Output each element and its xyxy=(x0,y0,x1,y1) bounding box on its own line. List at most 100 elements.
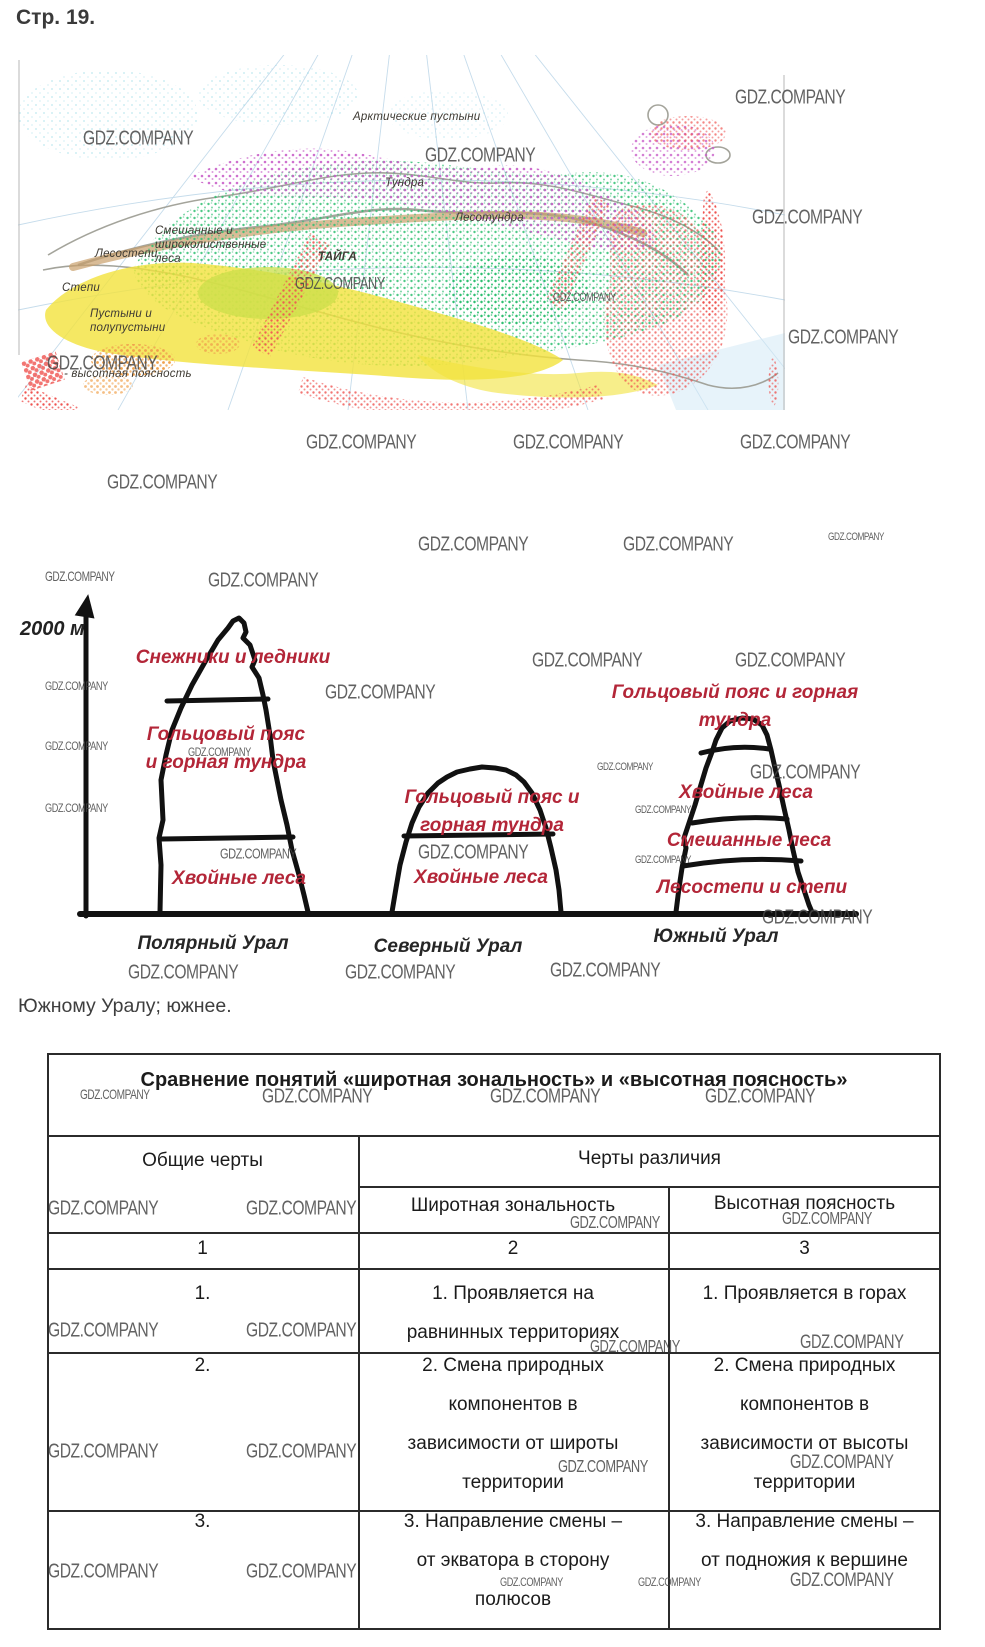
watermark: GDZ.COMPANY xyxy=(597,760,653,773)
watermark: GDZ.COMPANY xyxy=(782,1208,872,1228)
watermark: GDZ.COMPANY xyxy=(752,205,863,229)
map-drawing xyxy=(18,55,785,410)
column-number-1: 1 xyxy=(197,1238,208,1259)
table-border xyxy=(47,1510,941,1512)
mountain-name-polar: Полярный Урал xyxy=(137,933,289,954)
watermark: GDZ.COMPANY xyxy=(490,1084,601,1108)
table-border xyxy=(358,1186,941,1188)
cell-r2-alt: 2. Смена природных компонентов в зависим… xyxy=(700,1355,909,1493)
table-title: Сравнение понятий «широтная зональность»… xyxy=(140,1069,848,1091)
zone-label-steppe-south: Лесостепи и степи xyxy=(656,877,848,898)
cell-r1-lat: 1. Проявляется на равнинных территориях xyxy=(406,1283,620,1343)
watermark: GDZ.COMPANY xyxy=(208,568,319,592)
table-border xyxy=(47,1135,941,1137)
watermark: GDZ.COMPANY xyxy=(246,1196,357,1220)
watermark: GDZ.COMPANY xyxy=(345,960,456,984)
zone-label-golets-south: Гольцовый пояс и горная тундра xyxy=(611,682,859,731)
watermark: GDZ.COMPANY xyxy=(48,1559,159,1583)
cell-r3-alt: 3. Направление смены – от подножия к вер… xyxy=(695,1511,914,1571)
watermark: GDZ.COMPANY xyxy=(800,1332,904,1353)
table-border xyxy=(47,1352,941,1354)
watermark: GDZ.COMPANY xyxy=(705,1084,816,1108)
zone-label-mixed-south: Смешанные леса xyxy=(666,830,832,851)
header-common: Общие черты xyxy=(142,1150,263,1171)
table-border xyxy=(47,1232,941,1234)
cell-r2-common: 2. xyxy=(194,1355,211,1376)
cell-r1-alt: 1. Проявляется в горах xyxy=(702,1283,907,1304)
zone-label-conifer-south: Хвойные леса xyxy=(679,782,813,803)
answer-caption: Южному Уралу; южнее. xyxy=(18,995,232,1017)
watermark: GDZ.COMPANY xyxy=(570,1212,660,1232)
watermark: GDZ.COMPANY xyxy=(262,1084,373,1108)
cell-r2-lat: 2. Смена природных компонентов в зависим… xyxy=(407,1355,619,1493)
watermark: GDZ.COMPANY xyxy=(295,273,385,293)
watermark: GDZ.COMPANY xyxy=(790,1570,894,1591)
watermark: GDZ.COMPANY xyxy=(590,1336,680,1356)
map-zone-label-arctic: Арктические пустыни xyxy=(353,111,481,123)
watermark: GDZ.COMPANY xyxy=(558,1456,648,1476)
watermark: GDZ.COMPANY xyxy=(762,905,873,929)
watermark: GDZ.COMPANY xyxy=(740,430,851,454)
watermark: GDZ.COMPANY xyxy=(788,325,899,349)
watermark: GDZ.COMPANY xyxy=(828,530,884,543)
map-zone-label-forest-tundra: Лесотундра xyxy=(455,212,524,224)
watermark: GDZ.COMPANY xyxy=(45,740,108,754)
zone-label-golets-north: Гольцовый пояс и горная тундра xyxy=(404,787,580,836)
axis-label-2000m: 2000 м xyxy=(20,618,85,640)
comparison-table: Сравнение понятий «широтная зональность»… xyxy=(47,1053,941,1630)
watermark: GDZ.COMPANY xyxy=(246,1559,357,1583)
watermark: GDZ.COMPANY xyxy=(80,1088,150,1103)
table-border xyxy=(939,1053,941,1630)
watermark: GDZ.COMPANY xyxy=(45,680,108,694)
watermark: GDZ.COMPANY xyxy=(83,126,194,150)
watermark: GDZ.COMPANY xyxy=(635,803,691,816)
map-legend-altitudinal: - высотная поясность xyxy=(64,368,192,380)
map-zone-label-taiga: ТАЙГА xyxy=(318,251,357,263)
page-title: Стр. 19. xyxy=(16,6,96,29)
watermark: GDZ.COMPANY xyxy=(550,958,661,982)
watermark: GDZ.COMPANY xyxy=(623,532,734,556)
watermark: GDZ.COMPANY xyxy=(128,960,239,984)
watermark: GDZ.COMPANY xyxy=(246,1439,357,1463)
zone-label-conifer-north: Хвойные леса xyxy=(414,867,548,888)
watermark: GDZ.COMPANY xyxy=(48,1196,159,1220)
table-border xyxy=(47,1628,941,1630)
watermark: GDZ.COMPANY xyxy=(790,1452,894,1473)
watermark: GDZ.COMPANY xyxy=(47,351,158,375)
table-border xyxy=(47,1053,49,1630)
watermark: GDZ.COMPANY xyxy=(246,1318,357,1342)
map-zone-label-tundra: Тундра xyxy=(385,177,425,189)
watermark: GDZ.COMPANY xyxy=(220,845,297,863)
zone-label-snowfields: Снежники и ледники xyxy=(135,647,331,668)
watermark: GDZ.COMPANY xyxy=(750,760,861,784)
watermark: GDZ.COMPANY xyxy=(500,1576,563,1590)
watermark: GDZ.COMPANY xyxy=(735,85,846,109)
watermark: GDZ.COMPANY xyxy=(418,532,529,556)
table-border xyxy=(47,1268,941,1270)
watermark: GDZ.COMPANY xyxy=(306,430,417,454)
watermark: GDZ.COMPANY xyxy=(188,746,251,760)
mountain-name-north: Северный Урал xyxy=(373,936,523,957)
mountain-name-south: Южный Урал xyxy=(653,926,779,947)
watermark: GDZ.COMPANY xyxy=(325,680,436,704)
watermark: GDZ.COMPANY xyxy=(48,1439,159,1463)
header-altitudinal: Высотная поясность xyxy=(713,1193,896,1214)
watermark: GDZ.COMPANY xyxy=(425,143,536,167)
map-zone-label-desert: Пустыни и полупустыни xyxy=(90,308,166,334)
watermark: GDZ.COMPANY xyxy=(638,1576,701,1590)
nature-zones-map: Арктические пустыни Тундра Лесотундра ТА… xyxy=(18,55,785,410)
watermark: GDZ.COMPANY xyxy=(418,840,529,864)
watermark: GDZ.COMPANY xyxy=(45,570,115,585)
zone-label-conifer-polar: Хвойные леса xyxy=(172,868,306,889)
column-number-2: 2 xyxy=(507,1238,519,1259)
zone-label-golets-polar: Гольцовый пояс и горная тундра xyxy=(145,724,307,773)
column-number-3: 3 xyxy=(799,1238,810,1259)
table-border xyxy=(668,1186,670,1630)
cell-r3-lat: 3. Направление смены – от экватора в сто… xyxy=(403,1511,623,1610)
header-latitudinal: Широтная зональность xyxy=(410,1195,616,1216)
map-zone-label-forest-steppe: Лесостепи xyxy=(95,248,158,260)
watermark: GDZ.COMPANY xyxy=(553,291,616,305)
watermark: GDZ.COMPANY xyxy=(107,470,218,494)
watermark: GDZ.COMPANY xyxy=(48,1318,159,1342)
